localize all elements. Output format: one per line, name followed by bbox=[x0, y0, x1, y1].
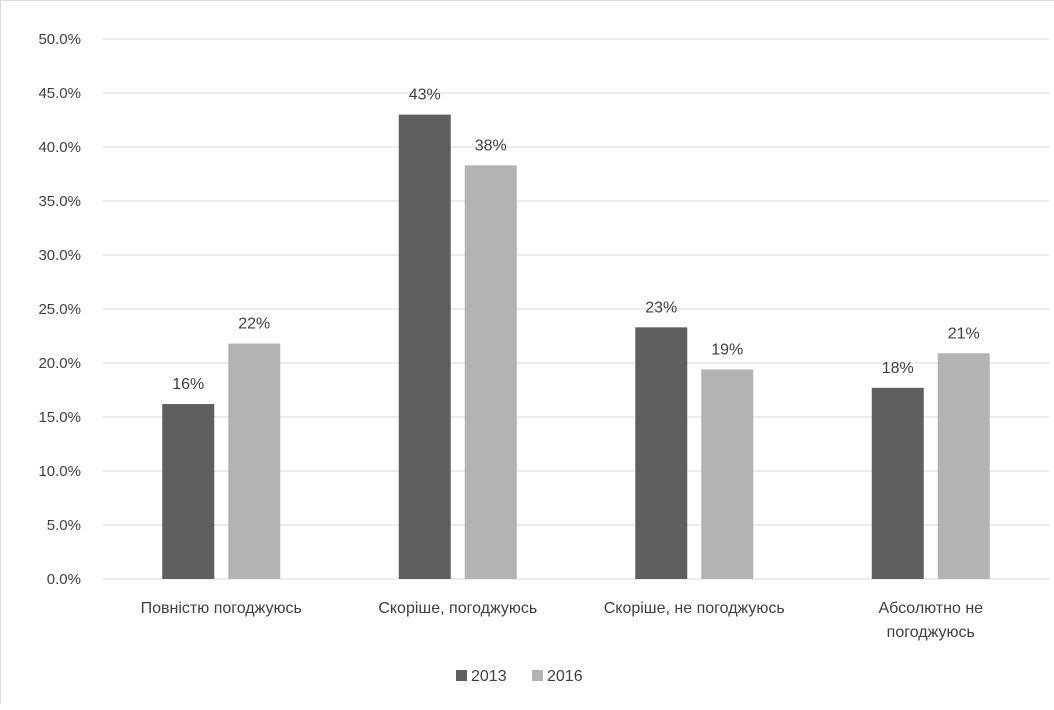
legend-swatch-2013 bbox=[456, 670, 467, 681]
y-tick-label: 10.0% bbox=[38, 463, 81, 480]
y-tick-label: 45.0% bbox=[38, 85, 81, 102]
x-tick-label: Скоріше, погоджуюсь bbox=[378, 600, 537, 617]
bar-2016 bbox=[701, 369, 754, 579]
bars bbox=[162, 114, 990, 580]
data-label: 18% bbox=[882, 360, 914, 377]
y-tick-label: 0.0% bbox=[47, 571, 81, 588]
y-tick-label: 30.0% bbox=[38, 247, 81, 264]
legend-label: 2013 bbox=[471, 668, 507, 685]
data-labels: 16% 22% 43% 38% 23% 19% 18% 21% bbox=[172, 87, 980, 393]
data-label: 22% bbox=[238, 316, 270, 333]
y-tick-label: 50.0% bbox=[38, 31, 81, 48]
x-axis-ticks: Повністю погоджуюсь Скоріше, погоджуюсь Ск… bbox=[141, 600, 984, 641]
y-axis-ticks: 0.0% 5.0% 10.0% 15.0% 20.0% 25.0% 30.0% 35.0% 40… bbox=[38, 31, 81, 588]
y-tick-label: 20.0% bbox=[38, 355, 81, 372]
data-label: 16% bbox=[172, 376, 204, 393]
x-tick-label: Скоріше, не погоджуюсь bbox=[604, 600, 785, 617]
data-label: 19% bbox=[711, 341, 743, 358]
legend-label: 2016 bbox=[547, 668, 583, 685]
data-label: 43% bbox=[409, 87, 441, 104]
bar-2013 bbox=[871, 387, 924, 579]
legend-swatch-2016 bbox=[532, 670, 543, 681]
data-label: 38% bbox=[475, 137, 507, 154]
x-tick-label: Абсолютно не bbox=[878, 600, 983, 617]
data-label: 21% bbox=[948, 325, 980, 342]
legend: 2013 2016 bbox=[456, 668, 583, 685]
data-label: 23% bbox=[645, 299, 677, 316]
bar-2013 bbox=[398, 114, 451, 579]
y-tick-label: 5.0% bbox=[47, 517, 81, 534]
bar-2016 bbox=[228, 343, 281, 579]
y-tick-label: 40.0% bbox=[38, 139, 81, 156]
y-tick-label: 25.0% bbox=[38, 301, 81, 318]
x-tick-label: Повністю погоджуюсь bbox=[141, 600, 302, 617]
bar-2013 bbox=[635, 327, 688, 579]
bar-2016 bbox=[937, 353, 990, 579]
bar-2013 bbox=[162, 404, 215, 579]
y-tick-label: 15.0% bbox=[38, 409, 81, 426]
y-tick-label: 35.0% bbox=[38, 193, 81, 210]
bar-2016 bbox=[464, 165, 517, 580]
x-tick-label: погоджуюсь bbox=[887, 624, 975, 641]
